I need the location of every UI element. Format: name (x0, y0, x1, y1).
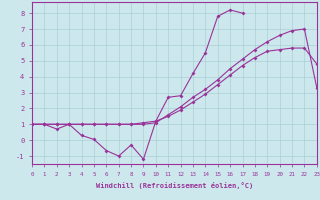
X-axis label: Windchill (Refroidissement éolien,°C): Windchill (Refroidissement éolien,°C) (96, 182, 253, 189)
